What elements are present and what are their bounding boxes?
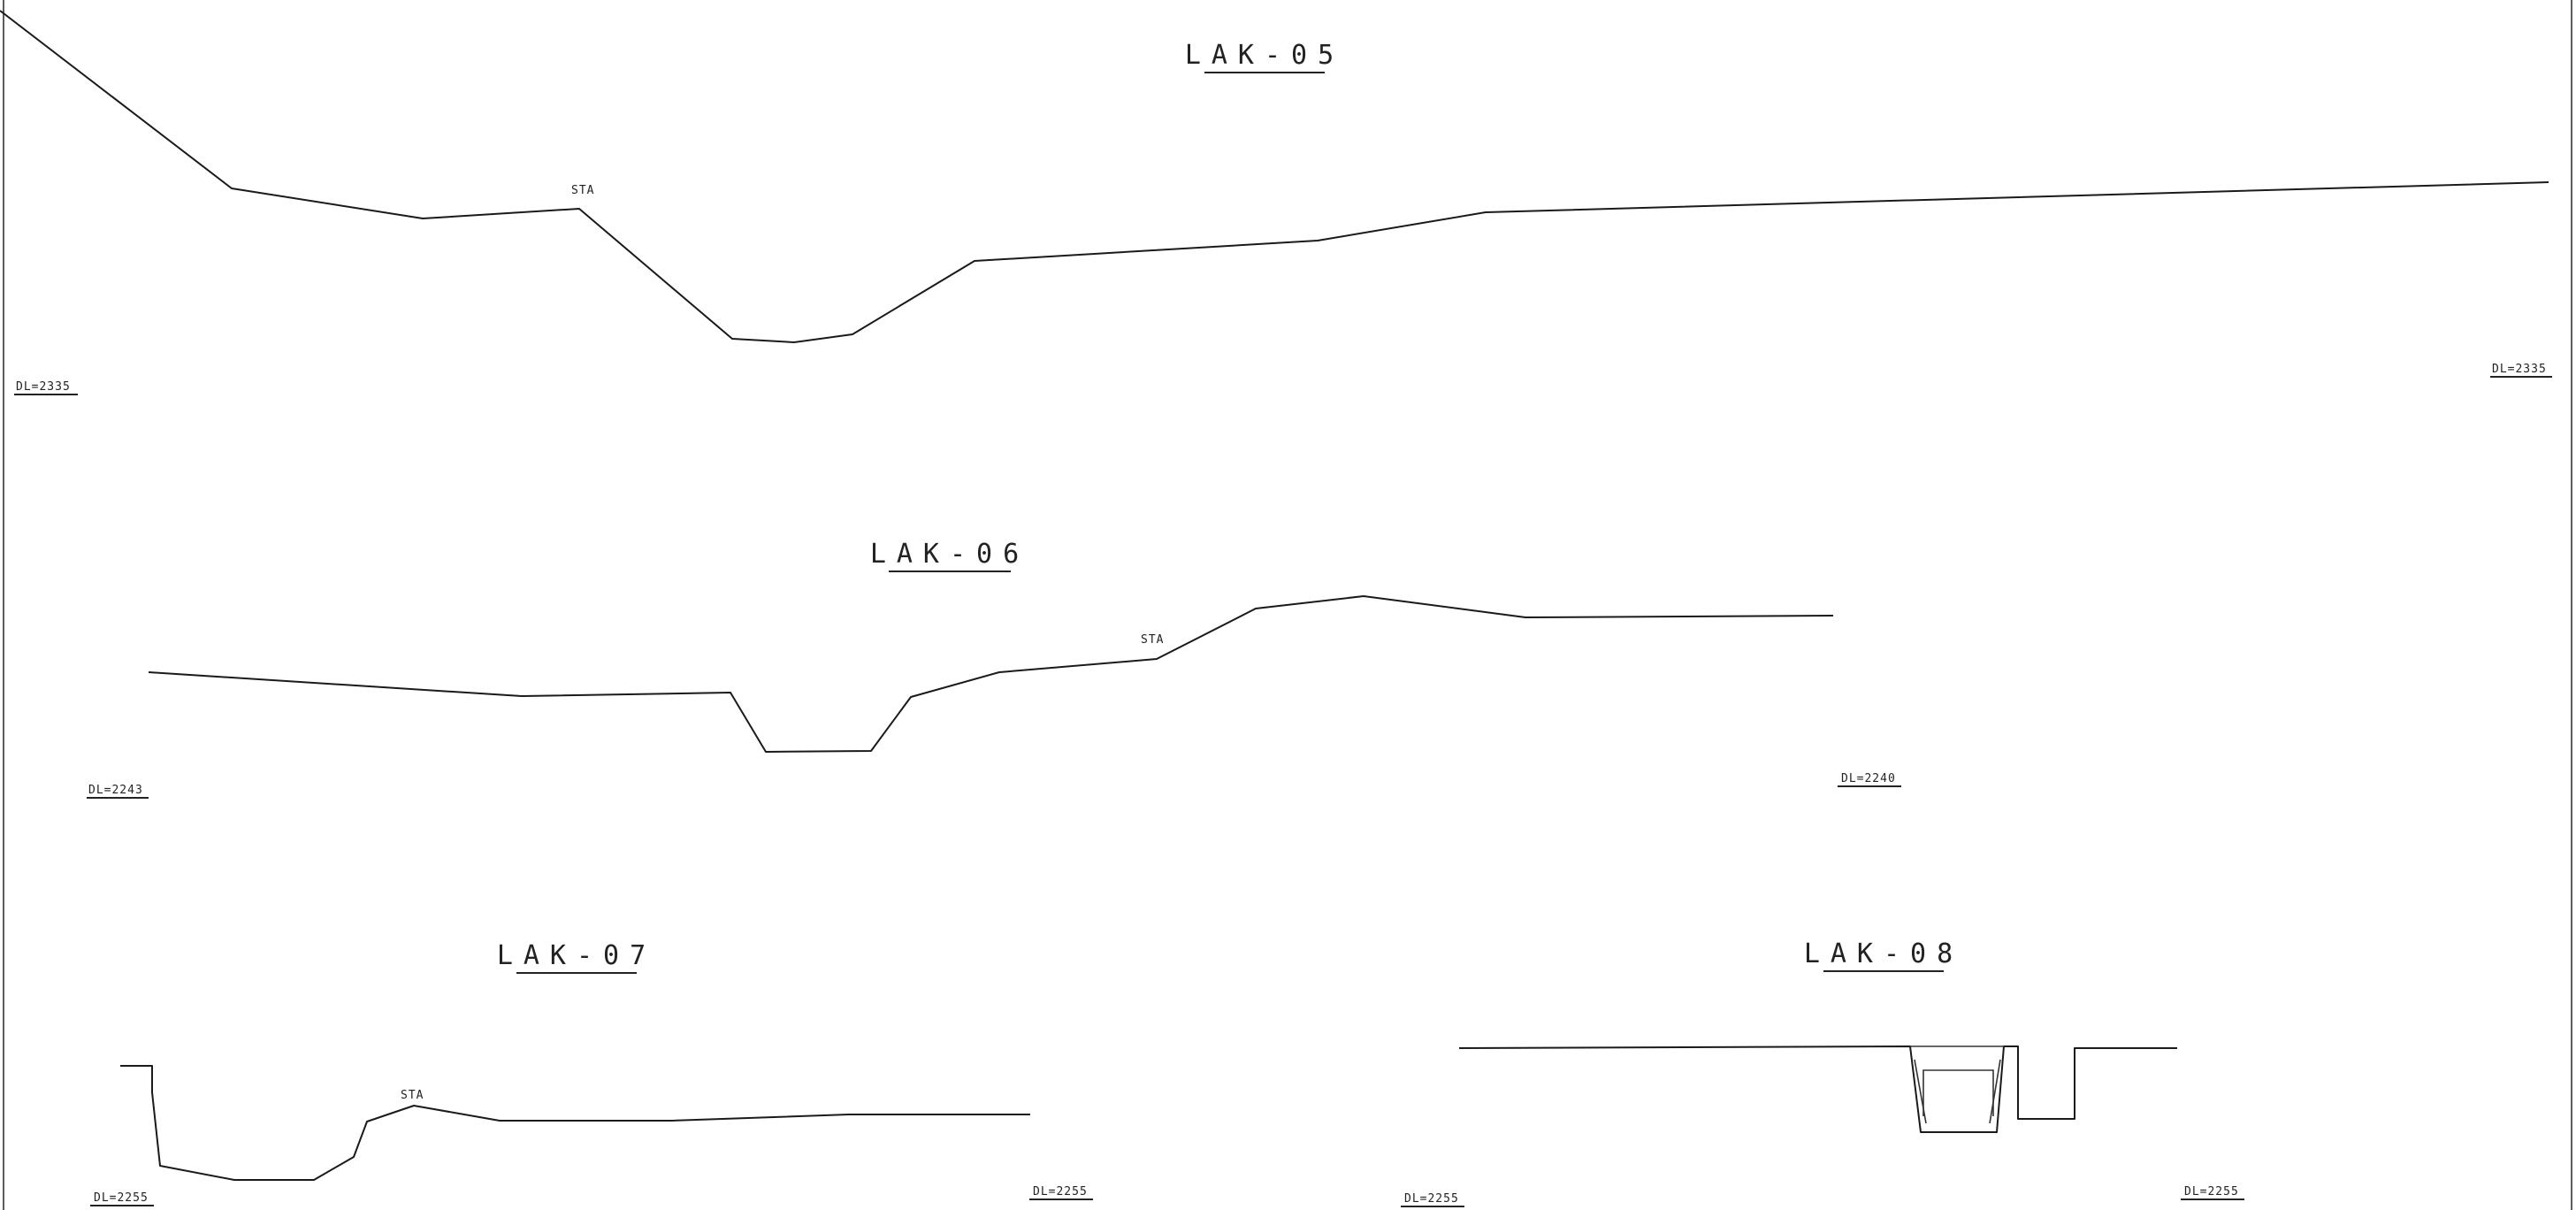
ground-profile-line — [148, 595, 1834, 753]
datum-label-left: DL=2243 — [88, 784, 143, 797]
datum-label-left: DL=2255 — [94, 1191, 149, 1205]
profile-lak-08: LAK-08 DL=2255 DL=2255 — [1401, 938, 2244, 1207]
datum-label-left: DL=2335 — [16, 380, 71, 394]
channel-wall-line — [1914, 1059, 1927, 1124]
datum-label-right: DL=2240 — [1841, 772, 1896, 785]
datum-label-right: DL=2255 — [2184, 1185, 2239, 1199]
ground-profile-line — [0, 10, 2549, 343]
profile-title-lak-05: LAK-05 — [1185, 40, 1344, 71]
station-label: STA — [401, 1089, 424, 1102]
station-label: STA — [1141, 633, 1164, 647]
ground-profile-line — [1458, 1045, 2177, 1133]
station-label: STA — [571, 184, 594, 197]
profile-title-lak-08: LAK-08 — [1804, 938, 1963, 969]
channel-inner-outline — [1922, 1069, 1994, 1116]
profile-title-lak-07: LAK-07 — [497, 940, 656, 971]
profile-title-lak-06: LAK-06 — [870, 539, 1029, 570]
datum-label-right: DL=2335 — [2492, 363, 2547, 376]
channel-wall-line — [1989, 1059, 2001, 1124]
profile-lak-05: LAK-05 STA DL=2335 DL=2335 — [0, 10, 2552, 395]
ground-profile-line — [120, 1065, 1030, 1181]
profile-lak-07: LAK-07 STA DL=2255 DL=2255 — [90, 940, 1093, 1206]
datum-label-right: DL=2255 — [1033, 1185, 1088, 1199]
datum-label-left: DL=2255 — [1404, 1192, 1459, 1206]
profile-lak-06: LAK-06 STA DL=2243 DL=2240 — [87, 539, 1901, 799]
